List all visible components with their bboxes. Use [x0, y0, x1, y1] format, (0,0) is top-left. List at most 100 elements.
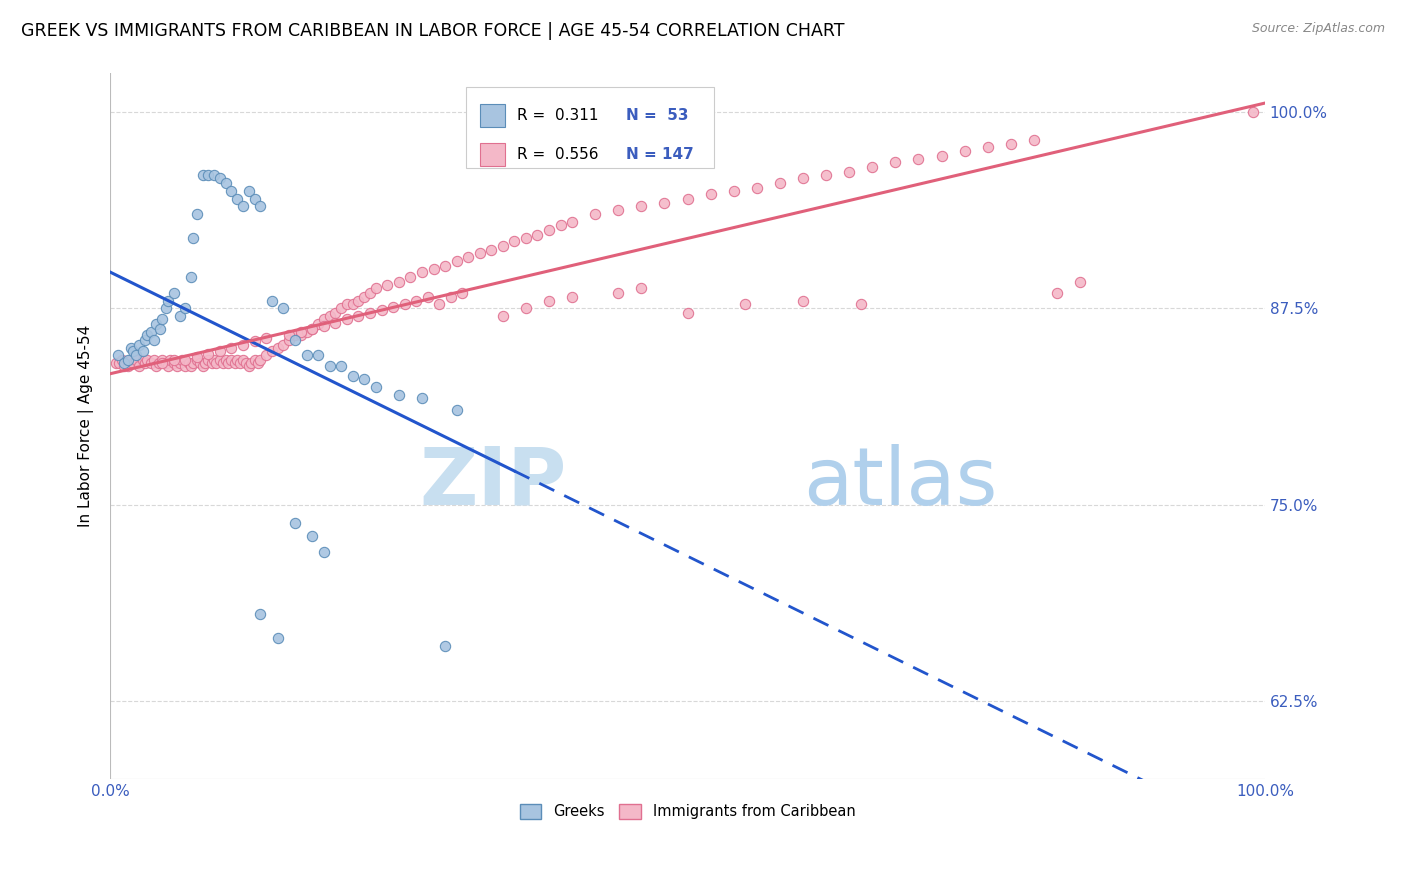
Point	[111, 353, 134, 368]
Point	[120, 341, 142, 355]
Point	[278, 333, 301, 347]
Point	[191, 359, 214, 374]
Point	[170, 353, 193, 368]
Point	[278, 328, 301, 343]
Point	[194, 356, 217, 370]
Point	[284, 333, 307, 347]
Text: R =  0.556: R = 0.556	[516, 147, 598, 161]
Point	[312, 318, 335, 333]
Point	[208, 343, 231, 358]
Point	[247, 356, 270, 370]
Point	[122, 356, 145, 370]
Point	[1022, 133, 1045, 147]
Point	[191, 168, 214, 182]
Point	[537, 223, 560, 237]
Text: N =  53: N = 53	[626, 108, 689, 123]
Point	[526, 227, 548, 242]
Point	[163, 356, 186, 370]
Point	[451, 285, 474, 300]
Point	[440, 290, 463, 304]
Point	[388, 388, 411, 402]
Point	[364, 281, 387, 295]
Point	[353, 290, 375, 304]
Point	[347, 310, 370, 324]
Point	[166, 359, 188, 374]
Point	[120, 353, 142, 368]
Point	[226, 192, 249, 206]
Point	[243, 353, 266, 368]
Point	[284, 516, 307, 531]
Point	[515, 231, 537, 245]
Point	[163, 285, 186, 300]
Point	[148, 356, 170, 370]
Point	[446, 254, 468, 268]
Point	[295, 325, 318, 339]
Point	[202, 353, 225, 368]
Point	[174, 359, 197, 374]
Point	[347, 293, 370, 308]
Point	[815, 168, 838, 182]
Point	[186, 350, 208, 364]
Point	[150, 353, 173, 368]
Point	[468, 246, 491, 260]
Point	[128, 359, 150, 374]
Point	[434, 639, 457, 653]
Point	[150, 312, 173, 326]
Point	[931, 149, 953, 163]
Point	[149, 322, 172, 336]
Point	[676, 306, 699, 320]
Point	[124, 349, 146, 363]
Legend: Greeks, Immigrants from Caribbean: Greeks, Immigrants from Caribbean	[513, 797, 862, 825]
Point	[792, 293, 814, 308]
Point	[174, 301, 197, 316]
Point	[427, 296, 450, 310]
Point	[150, 356, 173, 370]
Point	[163, 353, 186, 368]
Point	[884, 155, 907, 169]
Point	[266, 631, 288, 645]
Point	[353, 372, 375, 386]
Point	[301, 322, 323, 336]
Point	[1000, 136, 1022, 151]
Point	[769, 176, 792, 190]
Point	[537, 293, 560, 308]
Point	[131, 353, 153, 368]
Point	[318, 359, 340, 374]
Point	[156, 293, 179, 308]
Point	[734, 296, 756, 310]
Point	[312, 312, 335, 326]
Point	[112, 359, 135, 374]
Point	[860, 160, 883, 174]
Point	[105, 356, 128, 370]
Point	[202, 168, 225, 182]
Point	[221, 341, 243, 355]
Text: R =  0.311: R = 0.311	[516, 108, 598, 123]
Point	[273, 301, 295, 316]
Point	[139, 325, 162, 339]
Point	[607, 202, 630, 217]
Point	[723, 184, 745, 198]
Point	[197, 347, 219, 361]
Point	[180, 359, 202, 374]
Y-axis label: In Labor Force | Age 45-54: In Labor Force | Age 45-54	[79, 325, 94, 527]
Point	[145, 317, 167, 331]
Point	[186, 353, 208, 368]
Text: atlas: atlas	[803, 443, 997, 522]
Point	[336, 296, 359, 310]
Point	[243, 334, 266, 349]
Point	[411, 265, 433, 279]
Point	[416, 290, 439, 304]
Point	[131, 343, 153, 358]
Point	[205, 356, 228, 370]
Point	[117, 353, 139, 368]
Point	[226, 353, 249, 368]
Point	[745, 180, 768, 194]
Point	[370, 303, 392, 318]
Point	[266, 341, 288, 355]
FancyBboxPatch shape	[479, 143, 505, 166]
Text: ZIP: ZIP	[419, 443, 567, 522]
Point	[301, 529, 323, 543]
Text: Source: ZipAtlas.com: Source: ZipAtlas.com	[1251, 22, 1385, 36]
Point	[290, 325, 312, 339]
FancyBboxPatch shape	[465, 87, 714, 169]
